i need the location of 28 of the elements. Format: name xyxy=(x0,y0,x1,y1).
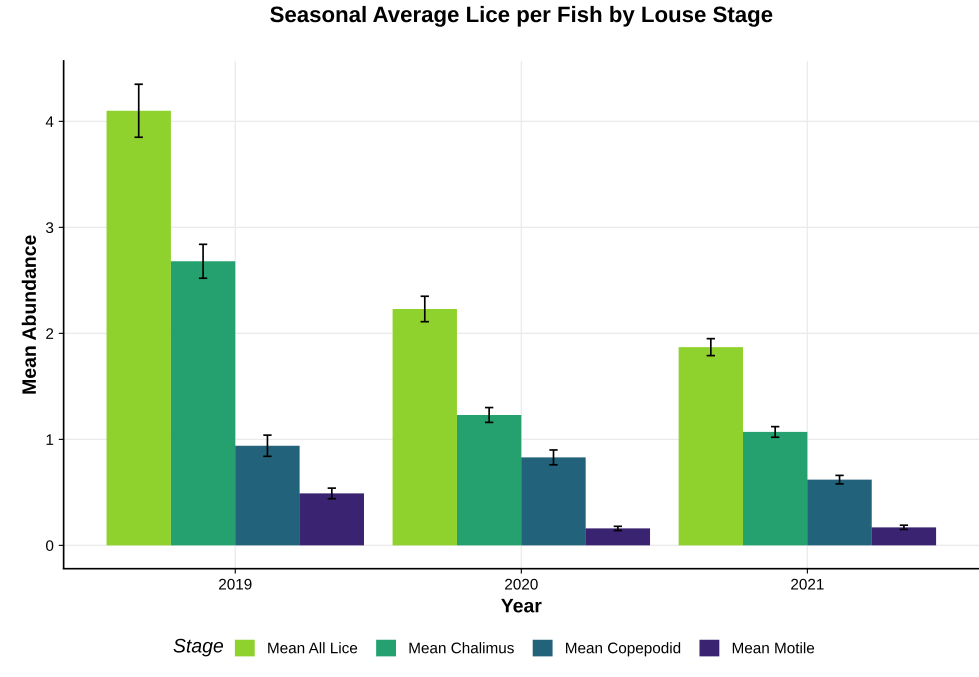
legend-title: Stage xyxy=(173,638,224,656)
bar xyxy=(392,308,457,546)
bar xyxy=(743,432,808,546)
legend-label: Mean Chalimus xyxy=(409,642,514,654)
x-tick-label: 2019 xyxy=(219,578,252,590)
x-axis-title: Year xyxy=(501,598,542,612)
legend-label: Mean Copepodid xyxy=(566,642,680,656)
legend-label: Mean Motile xyxy=(732,642,814,654)
legend-label: Mean All Lice xyxy=(268,642,358,654)
bar xyxy=(106,110,171,546)
bar xyxy=(807,480,872,546)
bar xyxy=(456,414,522,546)
y-tick-label: 1 xyxy=(46,434,54,445)
bar xyxy=(170,261,236,546)
chart-title: Seasonal Average Lice per Fish by Louse Stage xyxy=(270,6,772,27)
y-tick-label: 4 xyxy=(46,116,54,127)
x-tick-label: 2020 xyxy=(505,578,538,590)
bar xyxy=(586,528,650,546)
y-tick-label: 2 xyxy=(46,328,54,339)
y-axis-title: Mean Abundance xyxy=(22,235,36,394)
x-tick-label: 2021 xyxy=(791,578,824,590)
bar xyxy=(300,493,364,546)
bar xyxy=(872,527,936,546)
y-tick-label: 3 xyxy=(46,222,54,234)
bar xyxy=(521,457,586,546)
y-tick-label: 0 xyxy=(46,540,54,552)
bar xyxy=(235,446,300,546)
bar xyxy=(678,347,744,546)
